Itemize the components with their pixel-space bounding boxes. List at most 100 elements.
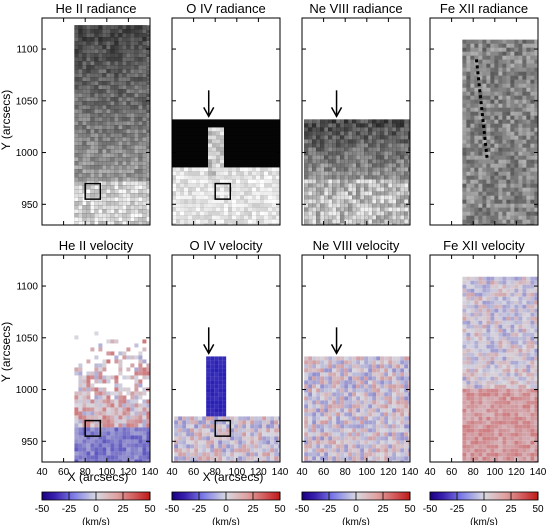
x-tick-label: 60 [318, 467, 330, 478]
panel-fe-xii-radiance: Fe XII radiance [429, 1, 539, 226]
colorbar-label: (km/s) [82, 517, 110, 525]
x-tick-label: 60 [446, 467, 458, 478]
panel-he-ii-velocity: He II velocity 40 60 80 100 120 140 950 1000 1050… [16, 238, 159, 478]
panel-title: He II velocity [59, 238, 134, 253]
dotted-line [474, 59, 489, 160]
panel-frame [301, 17, 411, 226]
panel-frame [429, 17, 539, 226]
colorbar-4: -50 -25 0 25 50 (km/s) [423, 491, 544, 525]
x-tick-label: 80 [340, 467, 352, 478]
colorbar-label: (km/s) [342, 517, 370, 525]
panel-title: O IV velocity [190, 238, 263, 253]
panel-image [174, 356, 280, 462]
x-tick-label: 100 [228, 467, 245, 478]
y-tick-label: 1100 [16, 282, 38, 293]
panel-image [304, 356, 410, 462]
colorbar-label: (km/s) [212, 517, 240, 525]
panel-grid: He II radiance 950 1000 1050 1100 O IV radian… [16, 1, 546, 478]
y-tick-label: 950 [21, 437, 38, 448]
y-tick-label: 1000 [16, 385, 39, 396]
panel-o-iv-radiance: O IV radiance [171, 1, 281, 226]
panel-title: O IV radiance [186, 1, 266, 16]
arrow-head [330, 106, 343, 118]
arrow-head [203, 343, 215, 355]
x-tick-label: 100 [98, 467, 115, 478]
y-axis-label-top: Y (arcsecs) [0, 90, 13, 150]
y-tick-label: 1050 [16, 96, 39, 107]
panel-frame [41, 254, 151, 463]
x-tick-label: 60 [58, 467, 70, 478]
axis-labels: Y (arcsecs) Y (arcsecs) X (arcsecs) X (a… [0, 90, 263, 484]
colorbar-tick-label: 25 [505, 504, 517, 515]
panel-o-iv-velocity: O IV velocity 40 60 80 100 120 140 [166, 238, 288, 478]
panel-title: Fe XII radiance [440, 1, 528, 16]
colorbar-tick-label: 50 [274, 504, 286, 515]
panel-image [74, 25, 150, 225]
y-tick-label: 1050 [16, 333, 39, 344]
colorbar-tick-label: 50 [532, 504, 544, 515]
region-box [214, 182, 232, 200]
colorbar-label: (km/s) [470, 517, 498, 525]
x-axis-label-2: X (arcsecs) [203, 470, 264, 484]
x-tick-label: 140 [530, 467, 546, 478]
x-tick-label: 100 [358, 467, 375, 478]
arrow-head [330, 343, 343, 355]
x-tick-label: 140 [402, 467, 419, 478]
colorbar-tick-label: 25 [377, 504, 389, 515]
x-tick-label: 120 [250, 467, 267, 478]
colorbar-tick-label: -50 [35, 504, 50, 515]
panel-frame [429, 254, 539, 463]
colorbar-tick-label: 50 [144, 504, 156, 515]
colorbar-3: -50 -25 0 25 50 (km/s) [295, 491, 416, 525]
arrow-head [203, 106, 215, 118]
panel-image [462, 276, 538, 462]
colorbar-tick-label: -50 [165, 504, 180, 515]
x-tick-label: 40 [36, 467, 48, 478]
colorbar-tick-label: 0 [481, 504, 487, 515]
panel-ne-viii-radiance: Ne VIII radiance [301, 1, 411, 226]
panel-title: Ne VIII velocity [313, 238, 400, 253]
panel-title: Ne VIII radiance [309, 1, 402, 16]
x-tick-label: 120 [120, 467, 137, 478]
region-box [84, 419, 102, 437]
x-tick-label: 80 [80, 467, 92, 478]
colorbar-tick-label: -50 [295, 504, 310, 515]
x-tick-label: 80 [210, 467, 222, 478]
panel-title: Fe XII velocity [443, 238, 525, 253]
x-tick-label: 140 [142, 467, 159, 478]
x-axis-label-1: X (arcsecs) [68, 470, 129, 484]
colorbar-tick-label: 50 [404, 504, 416, 515]
y-axis-label-bottom: Y (arcsecs) [0, 322, 13, 382]
colorbar-tick-label: -25 [450, 504, 465, 515]
region-box [214, 419, 232, 437]
colorbar-tick-label: 0 [223, 504, 229, 515]
panel-frame [301, 254, 411, 463]
x-tick-label: 120 [508, 467, 525, 478]
panel-image [462, 39, 538, 225]
region-box [84, 182, 102, 200]
y-tick-label: 1000 [16, 148, 39, 159]
panel-frame [171, 17, 281, 226]
x-tick-label: 40 [166, 467, 178, 478]
x-tick-label: 40 [424, 467, 436, 478]
x-tick-label: 80 [468, 467, 480, 478]
colorbar-tick-label: -25 [62, 504, 77, 515]
panel-frame [41, 17, 151, 226]
colorbar-tick-label: 0 [353, 504, 359, 515]
panel-frame [171, 254, 281, 463]
colorbar-tick-label: -25 [192, 504, 207, 515]
colorbar-1: -50 -25 0 25 50 (km/s) [35, 491, 156, 525]
y-tick-label: 950 [21, 200, 38, 211]
x-tick-label: 140 [272, 467, 289, 478]
colorbar-tick-label: -25 [322, 504, 337, 515]
colorbars: -50 -25 0 25 50 (km/s) -50 -25 0 25 50 (km/s) -50 -25… [35, 491, 544, 525]
panel-he-ii-radiance: He II radiance 950 1000 1050 1100 [16, 1, 151, 226]
panel-image [74, 331, 150, 462]
x-tick-label: 100 [486, 467, 503, 478]
panel-image [304, 119, 410, 225]
x-tick-label: 120 [380, 467, 397, 478]
colorbar-tick-label: 0 [93, 504, 99, 515]
panel-fe-xii-velocity: Fe XII velocity 40 60 80 100 120 140 [424, 238, 546, 478]
panel-ne-viii-velocity: Ne VIII velocity 40 60 80 100 120 140 [296, 238, 418, 478]
